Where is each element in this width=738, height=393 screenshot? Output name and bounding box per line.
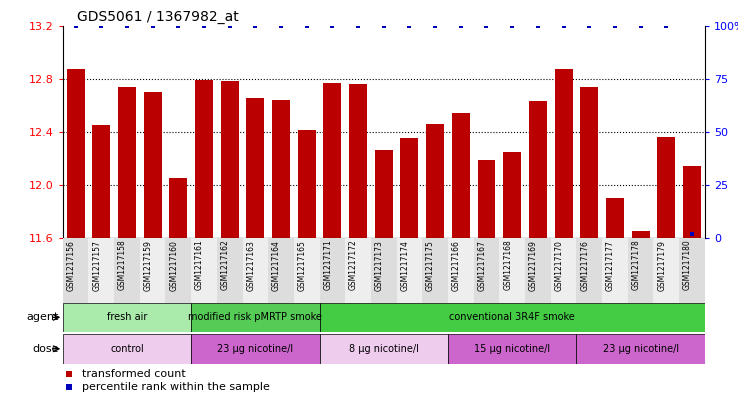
Bar [653,238,679,303]
Bar [320,238,345,303]
Bar [272,100,290,238]
Text: modified risk pMRTP smoke: modified risk pMRTP smoke [188,312,323,322]
Bar [191,238,217,303]
Bar [448,238,474,303]
Bar [63,334,191,364]
Bar [683,166,701,238]
Text: GSM1217179: GSM1217179 [658,240,666,290]
Text: GSM1217161: GSM1217161 [195,240,204,290]
Text: control: control [110,344,144,354]
Text: GSM1217167: GSM1217167 [477,240,486,290]
Bar [500,238,525,303]
Bar [452,113,470,238]
Text: GSM1217175: GSM1217175 [426,240,435,290]
Bar [679,238,705,303]
Bar [576,238,602,303]
Bar [554,69,573,238]
Bar [606,198,624,238]
Text: GSM1217163: GSM1217163 [246,240,255,290]
Bar [139,238,165,303]
Bar [426,124,444,238]
Text: agent: agent [27,312,59,322]
Text: GSM1217171: GSM1217171 [323,240,332,290]
Bar [396,238,422,303]
Bar [243,238,268,303]
Text: GSM1217178: GSM1217178 [632,240,641,290]
Text: GSM1217159: GSM1217159 [144,240,153,290]
Bar [349,84,367,238]
Bar [169,178,187,238]
Text: GSM1217170: GSM1217170 [554,240,564,290]
Bar [195,80,213,238]
Text: GSM1217168: GSM1217168 [503,240,512,290]
Text: dose: dose [32,344,59,354]
Text: transformed count: transformed count [82,369,186,379]
Bar [118,86,136,238]
Bar [294,238,320,303]
Text: conventional 3R4F smoke: conventional 3R4F smoke [449,312,575,322]
Text: GSM1217162: GSM1217162 [221,240,230,290]
Bar [525,238,551,303]
Text: GSM1217180: GSM1217180 [683,240,692,290]
Bar [422,238,448,303]
Bar [576,334,705,364]
Bar [401,138,418,238]
Text: GSM1217177: GSM1217177 [606,240,615,290]
Text: GSM1217166: GSM1217166 [452,240,461,290]
Text: 23 μg nicotine/l: 23 μg nicotine/l [217,344,294,354]
Bar [63,303,191,332]
Bar [551,238,576,303]
Bar [114,238,139,303]
Text: percentile rank within the sample: percentile rank within the sample [82,382,270,391]
Bar [580,86,599,238]
Bar [371,238,396,303]
Bar [92,125,110,238]
Bar [297,130,316,238]
Bar [144,92,162,238]
Bar [268,238,294,303]
Bar [529,101,547,238]
Bar [632,231,649,238]
Bar [191,303,320,332]
Bar [66,69,85,238]
Text: 23 μg nicotine/l: 23 μg nicotine/l [602,344,679,354]
Bar [474,238,500,303]
Bar [246,99,264,238]
Bar [320,303,705,332]
Text: GSM1217169: GSM1217169 [529,240,538,290]
Bar [448,334,576,364]
Text: GSM1217173: GSM1217173 [375,240,384,290]
Text: GSM1217158: GSM1217158 [118,240,127,290]
Text: GSM1217157: GSM1217157 [92,240,101,290]
Text: 8 μg nicotine/l: 8 μg nicotine/l [349,344,418,354]
Bar [602,238,628,303]
Bar [503,152,521,238]
Bar [221,81,238,238]
Bar [63,238,89,303]
Text: 15 μg nicotine/l: 15 μg nicotine/l [474,344,551,354]
Bar [345,238,371,303]
Text: GSM1217160: GSM1217160 [169,240,179,290]
Bar [320,334,448,364]
Bar [375,150,393,238]
Bar [217,238,243,303]
Bar [628,238,653,303]
Text: fresh air: fresh air [107,312,147,322]
Text: GSM1217176: GSM1217176 [580,240,589,290]
Bar [89,238,114,303]
Bar [477,160,495,238]
Bar [658,137,675,238]
Bar [191,334,320,364]
Text: GSM1217164: GSM1217164 [272,240,281,290]
Bar [165,238,191,303]
Text: GSM1217156: GSM1217156 [66,240,75,290]
Text: GSM1217174: GSM1217174 [401,240,410,290]
Bar [323,83,342,238]
Text: GDS5061 / 1367982_at: GDS5061 / 1367982_at [77,10,239,24]
Text: GSM1217165: GSM1217165 [297,240,307,290]
Text: GSM1217172: GSM1217172 [349,240,358,290]
